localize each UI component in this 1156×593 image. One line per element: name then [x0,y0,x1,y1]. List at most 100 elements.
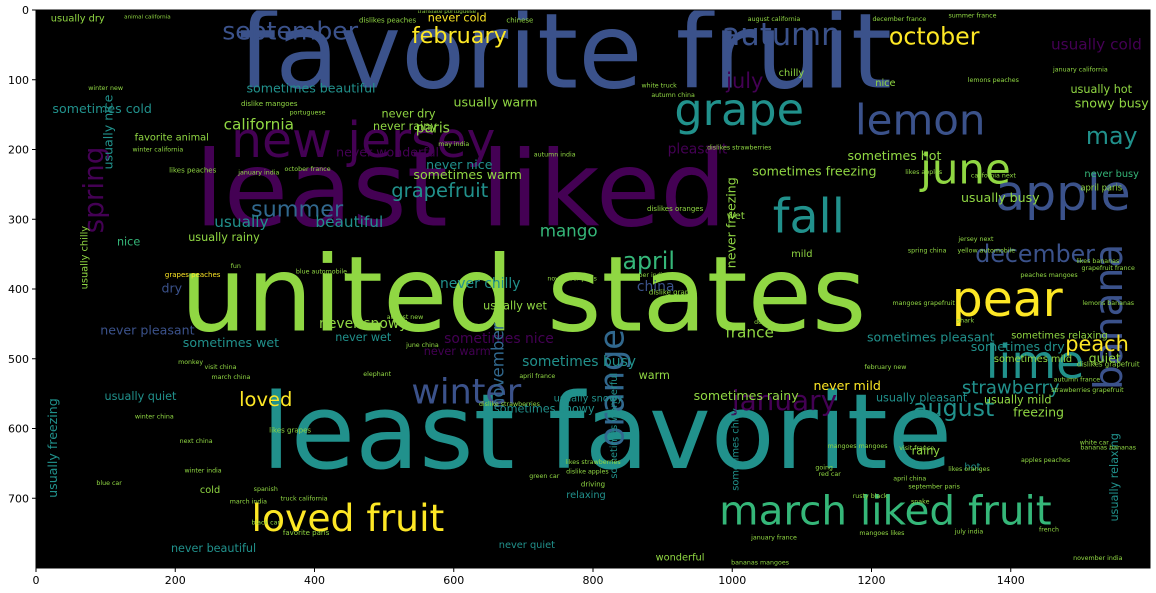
word: grape [674,84,804,136]
word: sometimes rainy [694,388,800,403]
word: usually warm [454,94,538,109]
word: never nice [426,157,493,172]
word: july india [954,529,984,536]
word: march china [211,374,250,381]
word: usually nice [101,94,116,169]
word: february new [864,364,906,371]
word: usually wet [483,299,547,312]
word: china [637,279,675,295]
word: usually pleasant [876,392,968,405]
word: usually hot [1070,83,1132,96]
word: lemons bananas [1082,300,1134,307]
word: sometimes cold [52,101,151,116]
word: cold [200,485,220,496]
word: fall [773,189,845,244]
word: dislikes oranges [647,205,704,213]
word: grapefruit france [1082,265,1135,272]
word: september [222,16,359,45]
word: favorite fruit [238,0,892,113]
word: red car [819,471,842,478]
word: likes peaches [169,166,217,174]
word: summer france [948,13,996,20]
word: june china [405,342,439,349]
word: autumn china [651,92,695,99]
word: jersey next [957,236,994,243]
word: never mild [813,378,880,393]
word: lemon [855,95,985,144]
word: snowy busy [1075,96,1150,111]
word: strawberries grapefruit [1051,387,1124,394]
word: visit france [899,445,934,452]
x-tick-label: 1000 [718,574,746,587]
word: july [725,69,763,93]
word: portuguese [290,110,326,117]
word: april paris [1080,182,1122,192]
word: winter india [185,467,222,474]
word: sometimes wonderful [609,373,620,479]
word: never rainy [373,120,437,133]
word: sometimes relaxing [1011,331,1108,342]
word: bananas mangoes [731,559,789,566]
word: warm [639,369,670,382]
y-tick-label: 500 [8,353,29,366]
word: french [1039,527,1059,534]
word: banana [1087,244,1132,390]
word: nice [117,235,140,248]
word: lemons peaches [968,77,1019,84]
word: dislike strawberries [479,401,540,408]
word: animal california [124,14,170,20]
word: driving [581,480,605,488]
word: never wet [335,331,392,344]
word: france [725,323,774,341]
x-tick-label: 800 [583,574,604,587]
word: usually busy [961,190,1040,205]
word: january france [750,534,797,541]
y-tick-label: 600 [8,423,29,436]
word: december india [617,272,666,279]
word: may [1086,122,1138,150]
word: october [889,22,980,50]
y-tick-label: 100 [8,74,29,87]
word: yellow automobile [958,248,1016,255]
x-tick-label: 1400 [997,574,1025,587]
word: wet [727,211,745,222]
word: dislikes strawberries [707,144,771,151]
word: april china [893,476,926,483]
word: visit china [204,364,236,371]
word: chilly [779,68,805,79]
word: sometimes freezing [752,163,876,178]
word: peach [1065,332,1129,356]
word: winter china [135,414,174,421]
word: blue automobile [296,269,347,276]
word: usually chilly [80,226,91,290]
word: usually quiet [105,390,177,403]
word: usually freezing [45,398,60,498]
word: hot [964,462,980,473]
word: loved [239,388,292,411]
word: never beautiful [171,542,256,555]
word: strawberry [962,378,1060,399]
word: spanish [254,486,278,493]
word: never quiet [499,540,555,551]
word: october france [284,166,330,173]
word: sometimes nice [444,331,554,347]
word: orange [592,329,631,447]
word: sometimes hot [848,148,942,163]
word: august california [748,16,801,23]
word: dislikes peaches [359,16,417,24]
word: mangoes grapefruit [893,300,956,307]
word: pleasant [668,142,728,158]
word: never warm [424,345,491,358]
word: autumn france [1054,377,1101,384]
word: usually cold [1051,35,1142,53]
word: spring china [908,248,947,255]
word: september paris [908,483,960,490]
word: favorite paris [283,529,330,537]
word: loved fruit [252,496,445,540]
x-axis: 0 200 400 600 800 1000 1200 1400 [33,568,1025,587]
word: next china [180,438,213,445]
word: shark [957,317,975,324]
word: truck california [280,495,327,502]
